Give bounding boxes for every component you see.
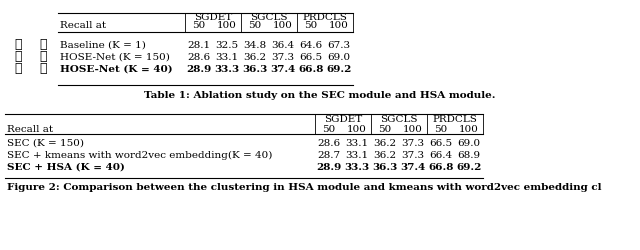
Text: SEC + HSA (K = 40): SEC + HSA (K = 40): [7, 162, 125, 172]
Text: 33.1: 33.1: [346, 138, 369, 147]
Text: Recall at: Recall at: [60, 20, 106, 30]
Text: Baseline (K = 1): Baseline (K = 1): [60, 40, 146, 50]
Text: 36.2: 36.2: [243, 52, 267, 62]
Text: 100: 100: [459, 126, 479, 134]
Text: PRDCLS: PRDCLS: [433, 116, 477, 124]
Text: SEC + kmeans with word2vec embedding(K = 40): SEC + kmeans with word2vec embedding(K =…: [7, 150, 273, 160]
Text: 37.3: 37.3: [271, 52, 294, 62]
Text: ✓: ✓: [39, 62, 47, 76]
Text: Recall at: Recall at: [7, 126, 53, 134]
Text: 66.5: 66.5: [429, 138, 452, 147]
Text: 36.4: 36.4: [271, 40, 294, 50]
Text: 100: 100: [347, 126, 367, 134]
Text: 100: 100: [329, 20, 349, 30]
Text: ✓: ✓: [14, 50, 22, 64]
Text: 33.1: 33.1: [346, 150, 369, 160]
Text: HOSE-Net (K = 40): HOSE-Net (K = 40): [60, 64, 173, 74]
Text: HOSE-Net (K = 150): HOSE-Net (K = 150): [60, 52, 170, 62]
Text: 100: 100: [403, 126, 423, 134]
Text: 100: 100: [273, 20, 293, 30]
Text: 33.3: 33.3: [344, 162, 369, 172]
Text: PRDCLS: PRDCLS: [303, 14, 348, 22]
Text: 66.5: 66.5: [300, 52, 323, 62]
Text: SGCLS: SGCLS: [250, 14, 288, 22]
Text: SGDET: SGDET: [324, 116, 362, 124]
Text: ✓: ✓: [14, 62, 22, 76]
Text: 64.6: 64.6: [300, 40, 323, 50]
Text: 28.9: 28.9: [316, 162, 342, 172]
Text: 68.9: 68.9: [458, 150, 481, 160]
Text: 50: 50: [435, 126, 447, 134]
Text: 32.5: 32.5: [216, 40, 239, 50]
Text: 37.4: 37.4: [270, 64, 296, 74]
Text: Figure 2: Comparison between the clustering in HSA module and kmeans with word2v: Figure 2: Comparison between the cluster…: [7, 184, 602, 192]
Text: 37.3: 37.3: [401, 138, 424, 147]
Text: SGDET: SGDET: [194, 14, 232, 22]
Text: 37.3: 37.3: [401, 150, 424, 160]
Text: 28.1: 28.1: [188, 40, 211, 50]
Text: 50: 50: [193, 20, 205, 30]
Text: 66.8: 66.8: [298, 64, 324, 74]
Text: 69.2: 69.2: [326, 64, 352, 74]
Text: 66.4: 66.4: [429, 150, 452, 160]
Text: SGCLS: SGCLS: [380, 116, 418, 124]
Text: 67.3: 67.3: [328, 40, 351, 50]
Text: ✗: ✗: [14, 38, 22, 52]
Text: ✗: ✗: [39, 38, 47, 52]
Text: 69.0: 69.0: [328, 52, 351, 62]
Text: 28.9: 28.9: [186, 64, 212, 74]
Text: 33.3: 33.3: [214, 64, 239, 74]
Text: 34.8: 34.8: [243, 40, 267, 50]
Text: 36.2: 36.2: [373, 138, 397, 147]
Text: 50: 50: [248, 20, 262, 30]
Text: 37.4: 37.4: [401, 162, 426, 172]
Text: 50: 50: [305, 20, 317, 30]
Text: 66.8: 66.8: [428, 162, 454, 172]
Text: ✗: ✗: [39, 50, 47, 64]
Text: 28.6: 28.6: [188, 52, 211, 62]
Text: SEC (K = 150): SEC (K = 150): [7, 138, 84, 147]
Text: 28.7: 28.7: [317, 150, 340, 160]
Text: 100: 100: [217, 20, 237, 30]
Text: 36.3: 36.3: [243, 64, 268, 74]
Text: 69.0: 69.0: [458, 138, 481, 147]
Text: 28.6: 28.6: [317, 138, 340, 147]
Text: 50: 50: [378, 126, 392, 134]
Text: Table 1: Ablation study on the SEC module and HSA module.: Table 1: Ablation study on the SEC modul…: [144, 90, 496, 100]
Text: 36.3: 36.3: [372, 162, 397, 172]
Text: 33.1: 33.1: [216, 52, 239, 62]
Text: 36.2: 36.2: [373, 150, 397, 160]
Text: 69.2: 69.2: [456, 162, 482, 172]
Text: 50: 50: [323, 126, 335, 134]
